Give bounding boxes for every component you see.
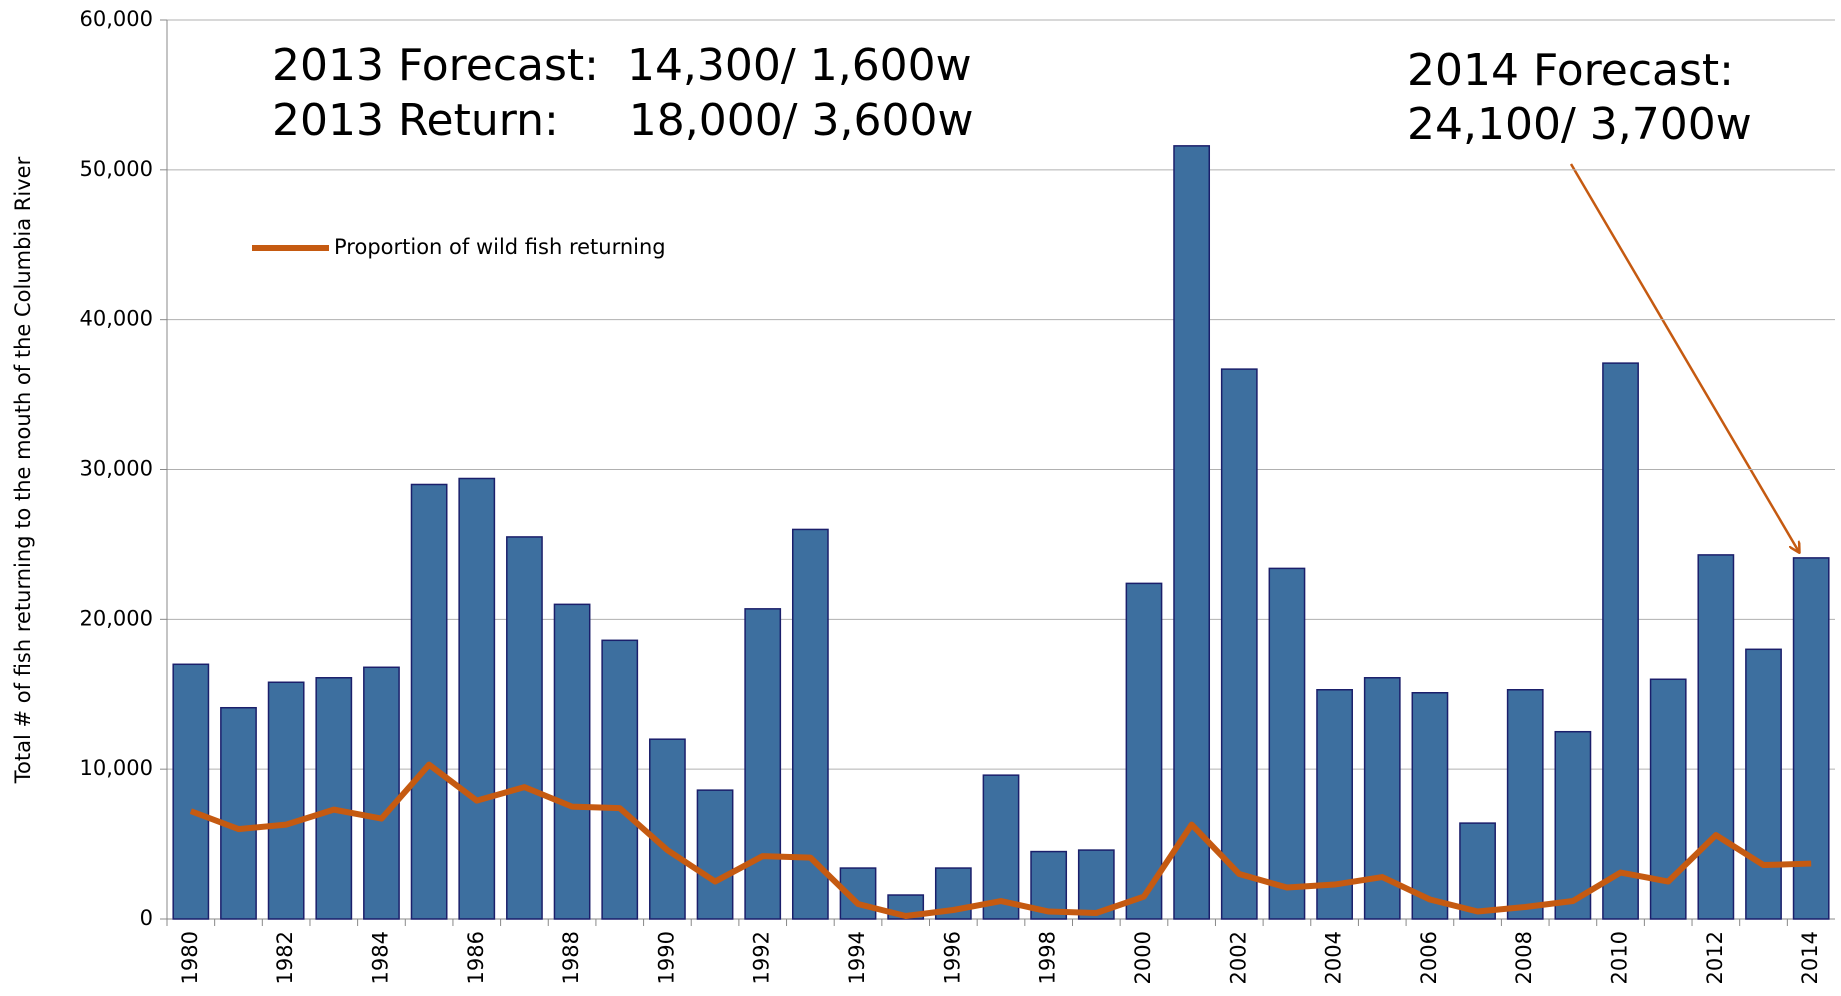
bar <box>506 536 543 920</box>
bar <box>1554 730 1592 920</box>
bar <box>1697 554 1735 920</box>
bar <box>553 603 591 920</box>
annotation: 2013 Forecast: 14,300/ 1,600w <box>272 40 972 91</box>
bar <box>1792 557 1830 920</box>
bar <box>791 528 829 920</box>
x-tick-label: 2014 <box>1798 931 1822 984</box>
x-tick-label: 1984 <box>368 931 392 984</box>
x-tick-label: 2012 <box>1703 931 1727 984</box>
x-tick-label: 2004 <box>1322 931 1346 984</box>
bar <box>1745 648 1782 920</box>
y-tick-label: 20,000 <box>80 606 153 630</box>
x-tick-label: 1996 <box>940 931 964 984</box>
x-tick-label: 2008 <box>1512 931 1536 984</box>
y-tick-label: 60,000 <box>80 7 153 31</box>
bar <box>410 483 448 920</box>
y-tick-label: 30,000 <box>80 457 153 481</box>
annotation-arrow <box>1569 163 1799 552</box>
x-tick-label: 1998 <box>1036 931 1060 984</box>
bar <box>1506 689 1544 920</box>
y-tick-label: 40,000 <box>80 307 153 331</box>
bar <box>744 608 782 920</box>
bar <box>1411 692 1449 920</box>
bar <box>649 738 686 920</box>
bar <box>1125 582 1163 920</box>
bar <box>1459 822 1496 920</box>
x-tick-label: 2010 <box>1608 931 1632 984</box>
bar <box>267 681 305 920</box>
x-tick-label: 1992 <box>750 931 774 984</box>
x-tick-label: 2000 <box>1131 931 1155 984</box>
bar <box>172 663 210 920</box>
x-tick-label: 2002 <box>1226 931 1250 984</box>
x-tick-label: 1994 <box>845 931 869 984</box>
bar <box>601 639 639 920</box>
y-tick-label: 50,000 <box>80 157 153 181</box>
legend-label: Proportion of wild fish returning <box>334 235 666 259</box>
line-series <box>189 761 1812 920</box>
bar <box>1173 145 1211 920</box>
bar <box>363 666 400 920</box>
bar <box>315 677 353 920</box>
x-tick-label: 2006 <box>1417 931 1441 984</box>
x-tick-label: 1988 <box>559 931 583 984</box>
bar <box>458 477 496 920</box>
bar <box>1268 567 1306 920</box>
y-tick-label: 0 <box>140 906 153 930</box>
bar <box>696 789 734 920</box>
x-tick-label: 1986 <box>464 931 488 984</box>
annotation: 24,100/ 3,700w <box>1407 99 1752 150</box>
y-axis-label: Total # of fish returning to the mouth o… <box>11 156 35 784</box>
bar <box>1602 362 1639 920</box>
annotation: 2014 Forecast: <box>1407 45 1734 96</box>
bar <box>982 774 1020 920</box>
x-tick-label: 1982 <box>273 931 297 984</box>
x-tick-label: 1980 <box>178 931 202 984</box>
bar <box>1220 368 1258 920</box>
bar <box>220 706 257 920</box>
y-tick-label: 10,000 <box>80 756 153 780</box>
x-tick-label: 1990 <box>654 931 678 984</box>
annotation: 2013 Return: 18,000/ 3,600w <box>272 95 973 146</box>
